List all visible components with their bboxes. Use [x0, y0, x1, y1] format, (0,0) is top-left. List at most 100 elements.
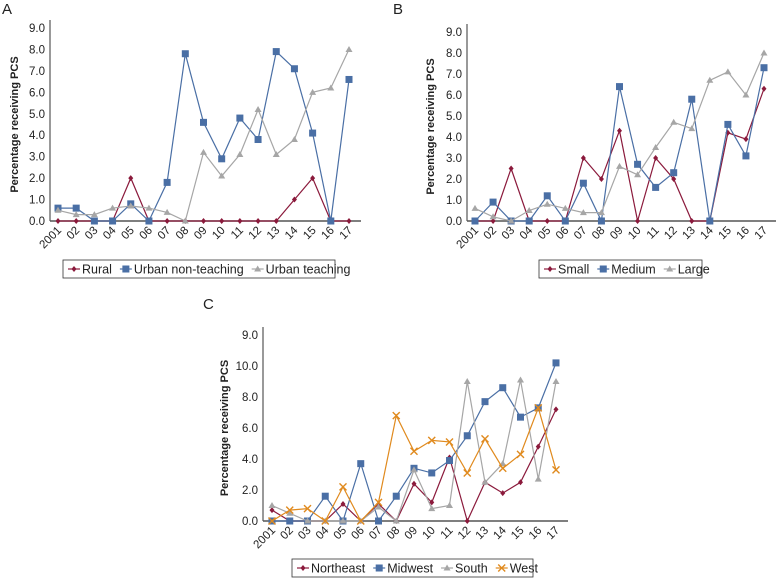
- chart-panel-b: B 0.0 1.0 2.0 3.0 4.0 5.0 6.0 7.0 8.0 9.0 Percentag…: [393, 1, 776, 279]
- legend-label: Urban non-teaching: [134, 263, 244, 277]
- data-point: [481, 478, 489, 485]
- series-midwest: [268, 359, 560, 525]
- data-point: [269, 507, 275, 514]
- data-point: [688, 95, 696, 103]
- data-point: [760, 64, 768, 72]
- x-tick-label: 13: [265, 225, 283, 243]
- x-tick-label: 16: [527, 525, 545, 543]
- data-point: [552, 378, 560, 384]
- data-point: [535, 443, 541, 450]
- data-point: [544, 218, 550, 224]
- data-point: [634, 171, 642, 178]
- data-point: [72, 204, 80, 212]
- y-tick-label: 9.0: [242, 330, 258, 342]
- data-point: [290, 136, 298, 143]
- legend-item: West: [495, 562, 538, 576]
- series-line: [475, 88, 765, 222]
- data-point: [598, 176, 604, 182]
- data-point: [561, 204, 569, 211]
- x-tick-label: 08: [590, 225, 608, 243]
- y-tick-label: 1.0: [29, 195, 45, 207]
- data-point: [525, 207, 533, 213]
- x-tick-label: 04: [518, 224, 536, 242]
- panel-label: C: [203, 296, 214, 313]
- data-point: [236, 151, 244, 158]
- y-tick-label: 0.0: [446, 216, 462, 228]
- y-axis-label: Percentage receiving PCS: [425, 58, 437, 194]
- y-tick-label: 9.0: [29, 23, 45, 35]
- data-point: [163, 178, 171, 186]
- data-point: [181, 50, 189, 58]
- y-axis-label: Percentage receiving PCS: [219, 360, 231, 496]
- data-point: [392, 411, 401, 420]
- data-point: [345, 45, 353, 52]
- data-point: [410, 447, 418, 456]
- data-point: [73, 218, 79, 224]
- legend-label: Urban teaching: [266, 263, 351, 277]
- series-medium: [471, 64, 768, 225]
- legend-label: South: [455, 562, 488, 576]
- data-point: [427, 436, 436, 445]
- data-point: [201, 218, 206, 224]
- x-tick-label: 12: [456, 525, 474, 543]
- x-tick-label: 10: [210, 225, 228, 243]
- x-tick-label: 15: [716, 225, 734, 243]
- legend-marker-icon: [300, 565, 306, 571]
- legend-marker-icon: [666, 265, 674, 272]
- legend-box: [62, 259, 336, 279]
- data-point: [580, 155, 586, 161]
- x-tick-label: 12: [662, 225, 680, 243]
- legend-marker-icon: [497, 564, 506, 572]
- x-tick-label: 17: [753, 225, 771, 243]
- data-point: [411, 480, 417, 487]
- x-tick-label: 05: [119, 225, 137, 243]
- data-point: [200, 148, 207, 155]
- data-point: [724, 68, 732, 75]
- data-point: [374, 498, 383, 507]
- data-point: [516, 450, 525, 459]
- legend-item: Urban non-teaching: [119, 263, 244, 277]
- data-point: [525, 217, 533, 225]
- data-point: [489, 213, 497, 220]
- panel-label: A: [2, 1, 12, 18]
- data-point: [145, 217, 153, 225]
- legend-item: Rural: [68, 263, 112, 277]
- data-point: [518, 479, 523, 486]
- data-point: [481, 434, 489, 443]
- data-point: [346, 218, 352, 224]
- x-tick-label: 14: [491, 524, 509, 542]
- data-point: [339, 482, 347, 491]
- series-line: [57, 49, 350, 222]
- legend-marker-icon: [71, 266, 77, 272]
- data-point: [517, 413, 524, 421]
- data-point: [291, 196, 297, 203]
- y-tick-label: 6.0: [446, 90, 462, 102]
- data-point: [543, 200, 551, 207]
- legend-item: South: [441, 562, 488, 576]
- series-line: [271, 406, 557, 523]
- chart-panel-a: A 0.0 1.0 2.0 3.0 4.0 5.0 6.0 7.0 8.0 9.0 Percentag…: [2, 1, 361, 279]
- data-point: [200, 118, 207, 126]
- y-tick-label: 1.0: [446, 195, 462, 207]
- data-point: [499, 384, 507, 392]
- data-point: [304, 517, 311, 524]
- y-tick-label: 2.0: [242, 485, 258, 497]
- x-tick-label: 2001: [38, 225, 65, 252]
- data-point: [218, 155, 226, 163]
- x-tick-label: 16: [319, 225, 337, 243]
- data-point: [218, 172, 226, 179]
- data-point: [236, 114, 244, 122]
- y-tick-label: 0.0: [29, 216, 45, 228]
- data-point: [321, 517, 330, 525]
- legend-marker-icon: [254, 265, 262, 272]
- series-line: [474, 67, 765, 224]
- y-tick-label: 4.0: [242, 454, 258, 466]
- data-point: [671, 176, 677, 182]
- y-tick-label: 8.0: [242, 392, 258, 404]
- data-point: [254, 136, 262, 144]
- x-tick-label: 07: [156, 225, 174, 243]
- x-tick-label: 09: [403, 525, 421, 543]
- y-tick-label: 8.0: [446, 48, 462, 60]
- data-point: [760, 49, 768, 56]
- x-tick-label: 14: [283, 224, 301, 242]
